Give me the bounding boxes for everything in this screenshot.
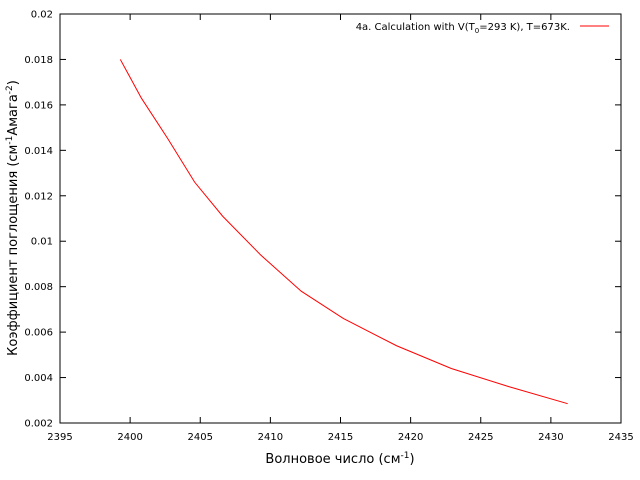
- y-tick-label: 0.004: [24, 373, 53, 384]
- y-tick-label: 0.006: [24, 328, 53, 339]
- x-axis-title-end: ): [409, 452, 414, 467]
- y-tick-label: 0.018: [24, 55, 53, 66]
- x-tick-label: 2420: [398, 432, 423, 443]
- x-tick-label: 2435: [608, 432, 633, 443]
- legend-label: 4a. Calculation with V(T0=293 K), T=673K…: [356, 22, 570, 35]
- x-tick-label: 2395: [47, 432, 72, 443]
- y-tick-label: 0.008: [24, 282, 53, 293]
- x-axis-ticks: 2395 2400 2405 2410 2415 2420 2425 2430 2435: [47, 14, 634, 443]
- y-axis-title-sup2: -2: [5, 85, 15, 94]
- x-axis-title: Волновое число (см-1): [265, 451, 414, 467]
- series-line: [119, 59, 568, 405]
- y-axis-title-main: Коэффициент поглощения (см: [6, 145, 21, 356]
- y-tick-label: 0.012: [24, 191, 53, 202]
- x-tick-label: 2410: [258, 432, 283, 443]
- plot-frame: [59, 13, 622, 424]
- series-layer: [119, 59, 568, 405]
- y-axis-ticks: 0.002 0.004 0.006 0.008 0.01 0.012 0.014 0.016 0…: [24, 10, 621, 430]
- y-axis-title-sup1: -1: [5, 136, 15, 145]
- y-axis-title-end: ): [6, 80, 21, 85]
- legend: 4a. Calculation with V(T0=293 K), T=673K…: [356, 22, 609, 35]
- x-tick-label: 2415: [328, 432, 353, 443]
- y-tick-label: 0.002: [24, 419, 53, 430]
- legend-label-sub: 0: [475, 27, 479, 35]
- x-axis-title-main: Волновое число (см: [265, 452, 400, 467]
- y-tick-label: 0.01: [31, 237, 53, 248]
- y-tick-label: 0.014: [24, 146, 53, 157]
- y-tick-label: 0.016: [24, 100, 53, 111]
- y-axis-title: Коэффициент поглощения (см-1Амага-2): [5, 80, 21, 356]
- legend-label-post: =293 K), T=673K.: [479, 22, 570, 33]
- y-axis-title-mid: Амага: [6, 94, 21, 135]
- x-tick-label: 2425: [468, 432, 493, 443]
- x-axis-title-sup: -1: [401, 451, 410, 461]
- y-tick-label: 0.02: [31, 10, 53, 21]
- x-tick-label: 2400: [117, 432, 142, 443]
- x-tick-label: 2405: [188, 432, 213, 443]
- x-tick-label: 2430: [538, 432, 563, 443]
- legend-label-pre: 4a. Calculation with V(T: [356, 22, 476, 33]
